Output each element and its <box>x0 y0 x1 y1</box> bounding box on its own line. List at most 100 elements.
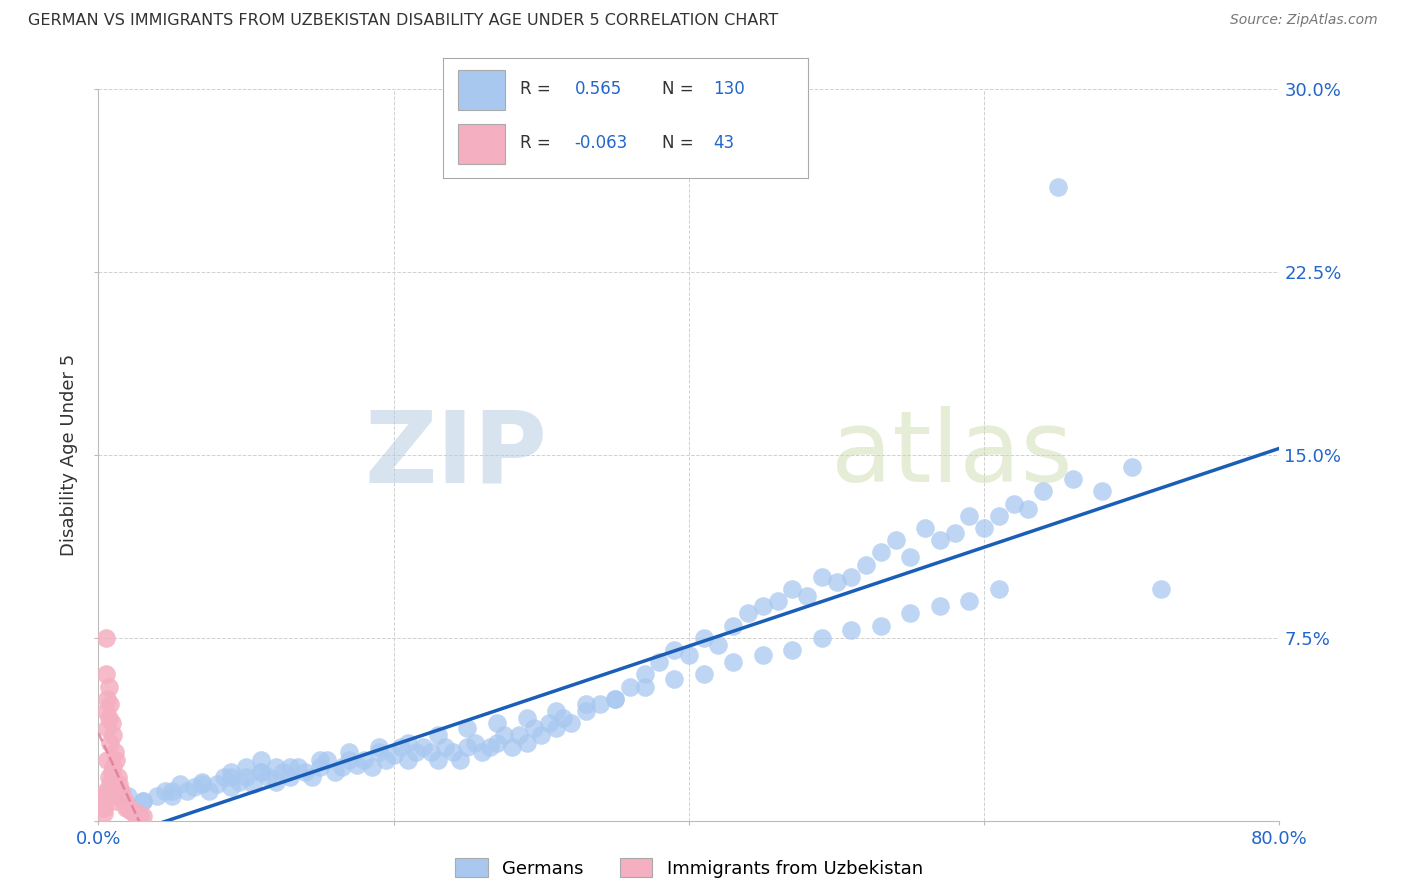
Point <box>93 806 115 821</box>
Point <box>456 721 478 735</box>
Point <box>115 801 138 815</box>
Point <box>825 574 848 589</box>
Point <box>198 784 221 798</box>
Point <box>405 745 427 759</box>
Point <box>169 777 191 791</box>
Point <box>928 599 950 613</box>
Point <box>93 801 115 815</box>
Point <box>105 753 128 767</box>
Point <box>124 806 146 821</box>
Point <box>242 777 264 791</box>
Text: 0.565: 0.565 <box>575 80 621 98</box>
Point <box>212 770 235 784</box>
Point <box>162 784 183 798</box>
Point <box>108 777 131 791</box>
Point <box>501 740 523 755</box>
Point <box>128 809 150 823</box>
Point <box>1032 484 1054 499</box>
Point <box>98 777 121 791</box>
Point <box>664 672 686 686</box>
Point <box>751 648 773 662</box>
Point <box>751 599 773 613</box>
Text: GERMAN VS IMMIGRANTS FROM UZBEKISTAN DISABILITY AGE UNDER 5 CORRELATION CHART: GERMAN VS IMMIGRANTS FROM UZBEKISTAN DIS… <box>28 13 779 29</box>
Point <box>96 691 118 706</box>
Point <box>309 760 332 774</box>
Point <box>98 736 121 750</box>
Point <box>94 784 117 798</box>
Point <box>537 716 560 731</box>
Point <box>841 570 863 584</box>
Point <box>943 525 966 540</box>
Point <box>530 728 553 742</box>
Point <box>219 764 242 779</box>
Point <box>250 753 273 767</box>
Point <box>316 753 339 767</box>
Point <box>111 789 134 804</box>
Point <box>96 721 118 735</box>
Y-axis label: Disability Age Under 5: Disability Age Under 5 <box>60 354 79 556</box>
Point <box>107 770 129 784</box>
Point <box>515 736 537 750</box>
Point <box>419 745 441 759</box>
Text: R =: R = <box>520 135 555 153</box>
Text: -0.063: -0.063 <box>575 135 627 153</box>
Point <box>97 680 120 694</box>
Point <box>93 794 115 808</box>
Point <box>810 631 832 645</box>
Point <box>456 740 478 755</box>
Point <box>94 704 117 718</box>
Text: ZIP: ZIP <box>364 407 547 503</box>
Point <box>1002 497 1025 511</box>
Point <box>973 521 995 535</box>
Point <box>987 508 1010 523</box>
Point <box>1121 460 1143 475</box>
Point <box>278 760 302 774</box>
Point <box>810 570 832 584</box>
Legend: Germans, Immigrants from Uzbekistan: Germans, Immigrants from Uzbekistan <box>449 851 929 885</box>
Point <box>94 631 117 645</box>
Point <box>339 745 360 759</box>
Point <box>464 736 486 750</box>
Point <box>1062 472 1084 486</box>
Point <box>737 607 759 621</box>
Point <box>471 745 494 759</box>
Point <box>841 624 863 638</box>
Point <box>553 711 575 725</box>
Point <box>228 774 250 789</box>
Point <box>1017 501 1039 516</box>
Point <box>633 680 655 694</box>
Point <box>987 582 1010 596</box>
Text: 130: 130 <box>713 80 745 98</box>
Point <box>693 667 716 681</box>
Point <box>118 801 141 815</box>
Point <box>619 680 641 694</box>
Point <box>96 753 118 767</box>
Point <box>271 764 294 779</box>
Point <box>723 618 745 632</box>
Point <box>396 736 419 750</box>
Point <box>183 780 205 794</box>
Point <box>132 794 155 808</box>
Point <box>112 794 135 808</box>
Point <box>546 704 568 718</box>
Point <box>100 764 122 779</box>
Point <box>323 764 346 779</box>
Point <box>959 508 981 523</box>
Text: atlas: atlas <box>831 407 1073 503</box>
Point <box>339 753 360 767</box>
Point <box>441 745 464 759</box>
Point <box>127 809 149 823</box>
Point <box>294 764 316 779</box>
Point <box>523 721 546 735</box>
Point <box>884 533 907 548</box>
Point <box>205 777 228 791</box>
Point <box>330 760 353 774</box>
Point <box>707 638 730 652</box>
Point <box>368 745 391 759</box>
Point <box>235 760 257 774</box>
Point <box>574 697 596 711</box>
Point <box>478 740 501 755</box>
Point <box>264 774 287 789</box>
Point <box>176 784 198 798</box>
Point <box>360 760 382 774</box>
